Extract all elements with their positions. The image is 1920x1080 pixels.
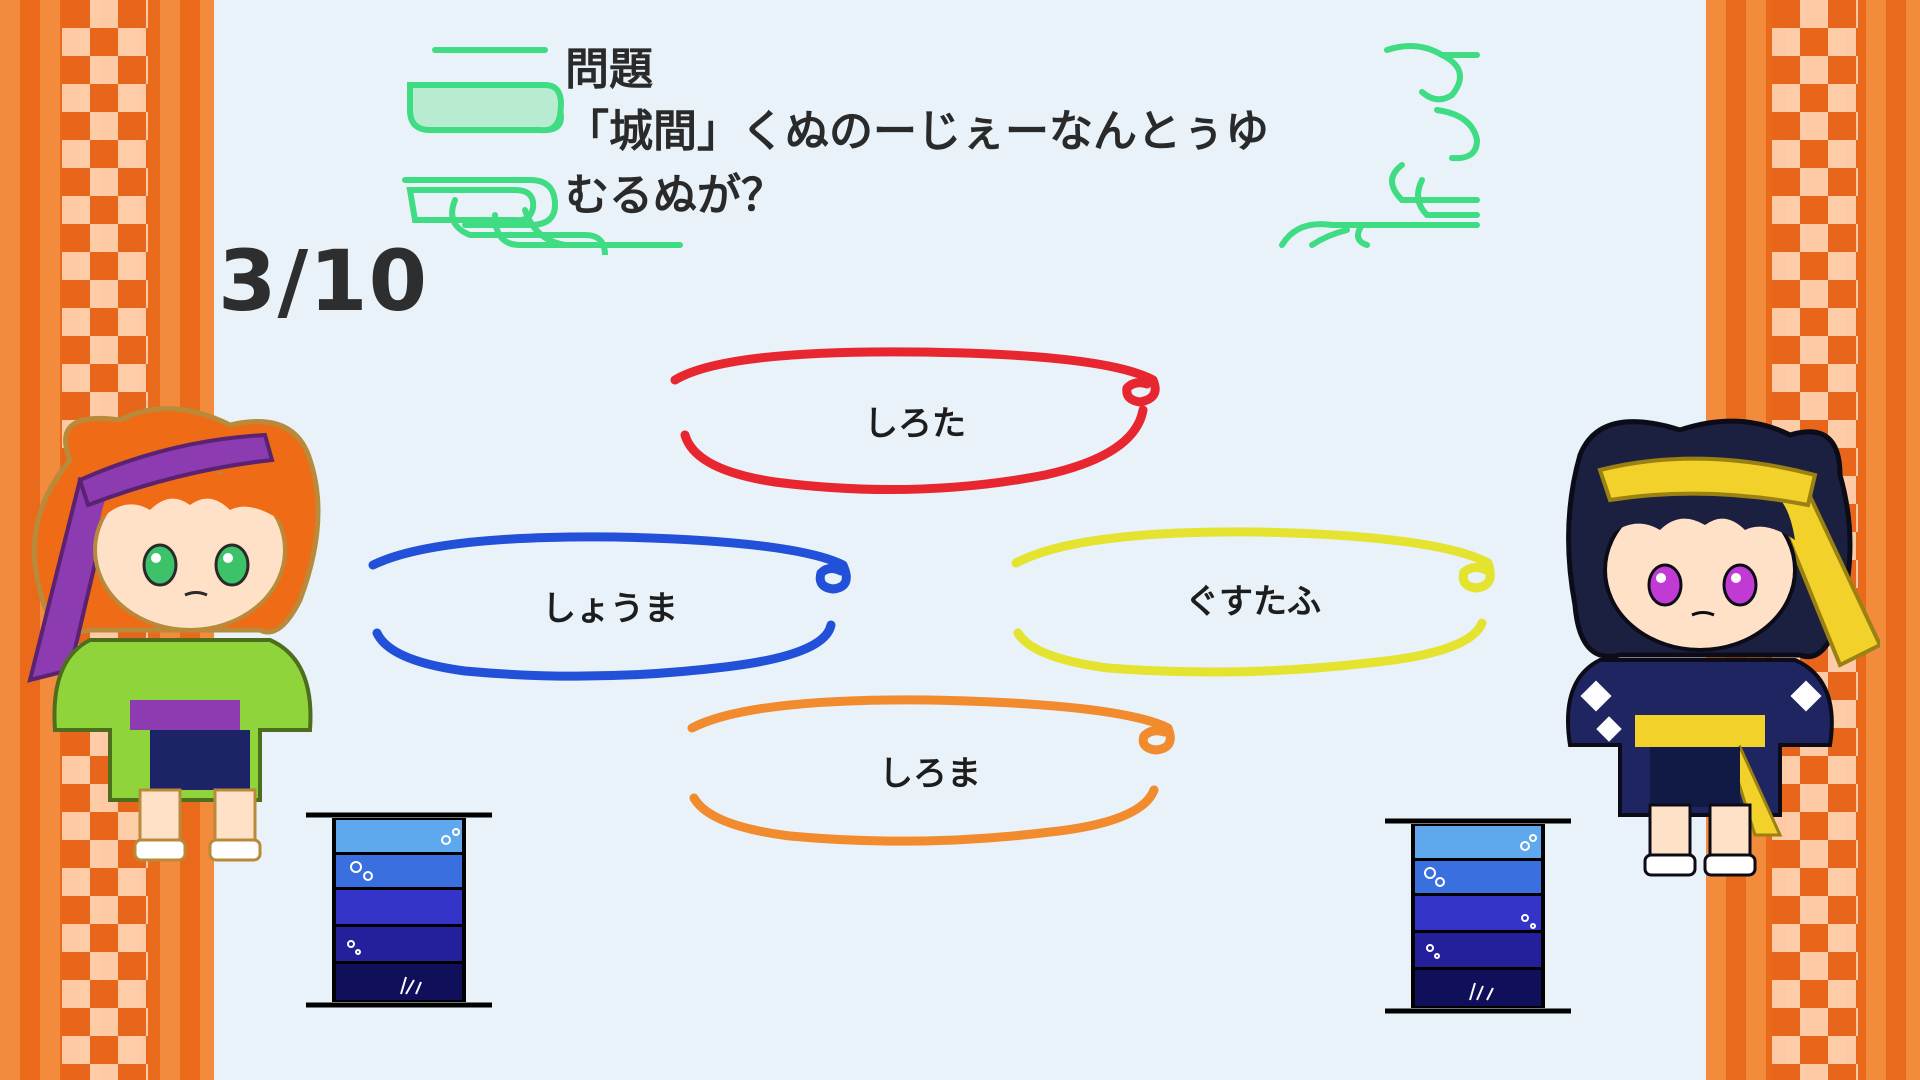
question-text: 「城間」くぬのーじぇーなんとぅゆ むるぬが？: [565, 106, 1269, 221]
answer-choice-4[interactable]: しろま: [680, 690, 1180, 850]
cloud-decoration-left: [402, 47, 683, 255]
question-label: 問題: [565, 44, 653, 95]
answer-choice-2-label: しょうま: [542, 588, 678, 629]
blue-brush-oval: [368, 532, 851, 681]
answer-choice-1[interactable]: しろた: [665, 340, 1165, 500]
left-depth-gauge: [306, 812, 492, 1008]
orange-brush-oval: [687, 695, 1175, 846]
dark-haired-player-character: [1566, 418, 1880, 877]
question-progress-counter: 3/10: [218, 232, 429, 330]
answer-choice-4-label: しろま: [879, 753, 981, 794]
answer-choice-1-label: しろた: [864, 403, 966, 444]
answer-choice-2[interactable]: しょうま: [365, 525, 855, 685]
right-depth-gauge: [1385, 818, 1571, 1014]
answer-choice-3[interactable]: ぐすたふ: [1008, 518, 1498, 678]
orange-haired-player-character: [27, 406, 321, 862]
cloud-decoration-right: [1279, 43, 1481, 248]
question-panel: 問題 「城間」くぬのーじぇーなんとぅゆ むるぬが？: [565, 40, 1405, 228]
red-brush-oval: [670, 347, 1160, 495]
answer-choice-3-label: ぐすたふ: [1185, 581, 1321, 622]
yellow-brush-oval: [1011, 527, 1495, 677]
